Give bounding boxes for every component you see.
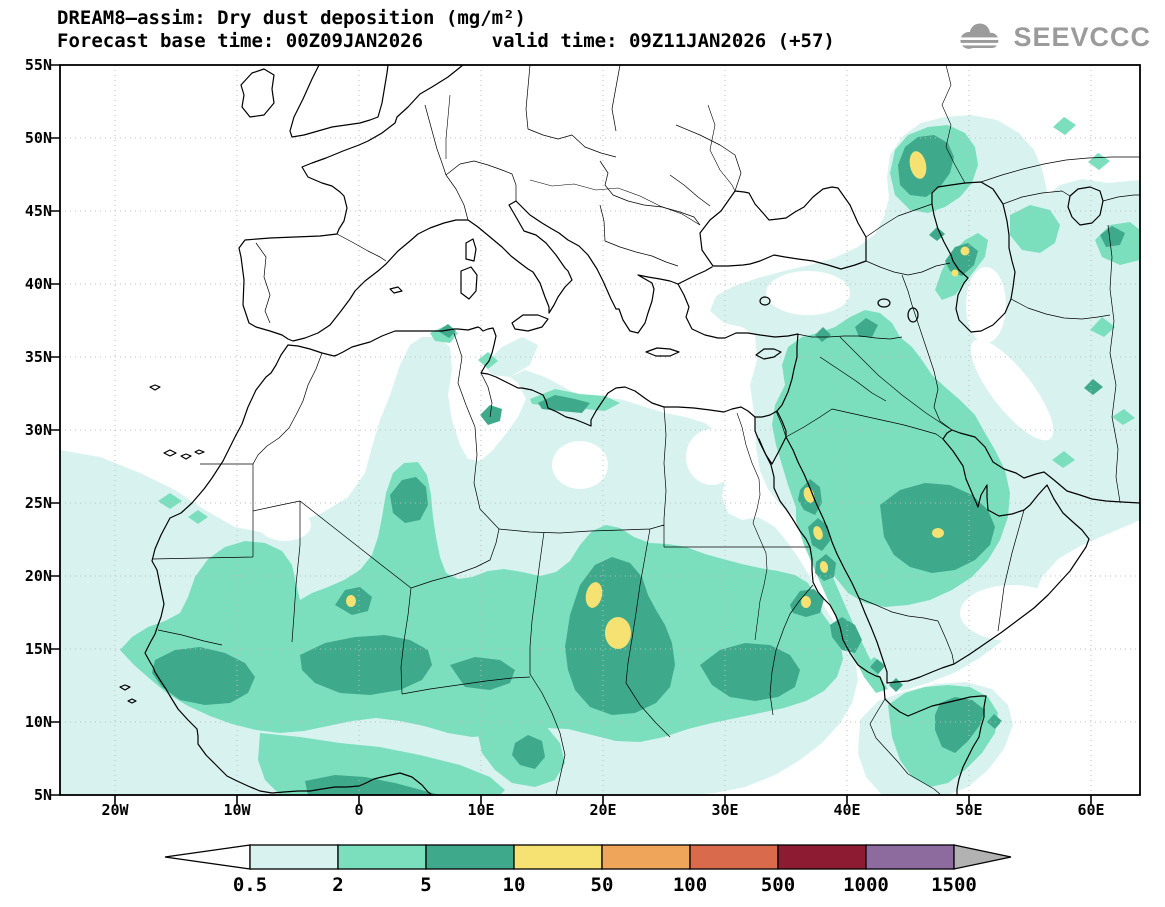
- legend-value: 1000: [843, 874, 889, 896]
- map-frame: [51, 64, 1141, 804]
- x-axis-label: 0: [354, 801, 364, 819]
- chart-subtitle: Forecast base time: 00Z09JAN2026 valid t…: [57, 30, 835, 52]
- y-axis-label: 45N: [24, 202, 52, 220]
- legend-value: 100: [672, 874, 708, 896]
- x-axis-label: 20E: [589, 801, 617, 819]
- x-axis-label: 40E: [833, 801, 861, 819]
- legend-swatch-1000: [865, 844, 955, 870]
- legend-swatch-500: [777, 844, 867, 870]
- y-axis-label: 50N: [24, 129, 52, 147]
- legend-value: 1500: [931, 874, 977, 896]
- legend-value: 5: [420, 874, 432, 896]
- legend-value: 500: [760, 874, 796, 896]
- x-axis-label: 10E: [467, 801, 495, 819]
- x-axis-label: 50E: [955, 801, 983, 819]
- y-axis-label: 35N: [24, 348, 52, 366]
- y-axis-label: 40N: [24, 275, 52, 293]
- y-axis-label: 55N: [24, 56, 52, 74]
- legend-arrow-left: [164, 844, 251, 870]
- color-scale-bar: [164, 844, 1012, 870]
- legend-value: 0.5: [232, 874, 268, 896]
- rivers: [445, 64, 966, 641]
- y-axis-label: 25N: [24, 494, 52, 512]
- cloud-icon: [952, 23, 1007, 49]
- legend-arrow-right: [953, 844, 1012, 870]
- chart-title: DREAM8—assim: Dry dust deposition (mg/m²…: [57, 7, 526, 29]
- x-axis-label: 30E: [711, 801, 739, 819]
- legend-swatch-100: [689, 844, 779, 870]
- map-plot: [51, 64, 1141, 804]
- logo-text: SEEVCCC: [1013, 21, 1151, 52]
- islands-and-lakes: [119, 64, 1104, 704]
- contour-layer-10: [346, 151, 970, 649]
- y-axis-label: 5N: [33, 786, 52, 804]
- seevccc-logo: SEEVCCC: [952, 20, 1151, 54]
- legend-swatch-2: [337, 844, 427, 870]
- country-borders: [151, 64, 1140, 796]
- legend-value: 10: [502, 874, 526, 896]
- legend-swatch-10: [513, 844, 603, 870]
- color-scale-legend: [162, 844, 1014, 874]
- coastlines: [144, 64, 1141, 796]
- legend-swatch-0-5: [249, 844, 339, 870]
- x-axis-label: 60E: [1077, 801, 1105, 819]
- graticule-grid: [60, 65, 1140, 795]
- y-axis-label: 30N: [24, 421, 52, 439]
- y-axis-label: 15N: [24, 640, 52, 658]
- y-axis-label: 20N: [24, 567, 52, 585]
- legend-swatch-50: [601, 844, 691, 870]
- legend-swatch-5: [425, 844, 515, 870]
- legend-value: 2: [332, 874, 344, 896]
- x-axis-label: 10W: [223, 801, 251, 819]
- legend-value: 50: [590, 874, 614, 896]
- x-axis-label: 20W: [101, 801, 129, 819]
- y-axis-label: 10N: [24, 713, 52, 731]
